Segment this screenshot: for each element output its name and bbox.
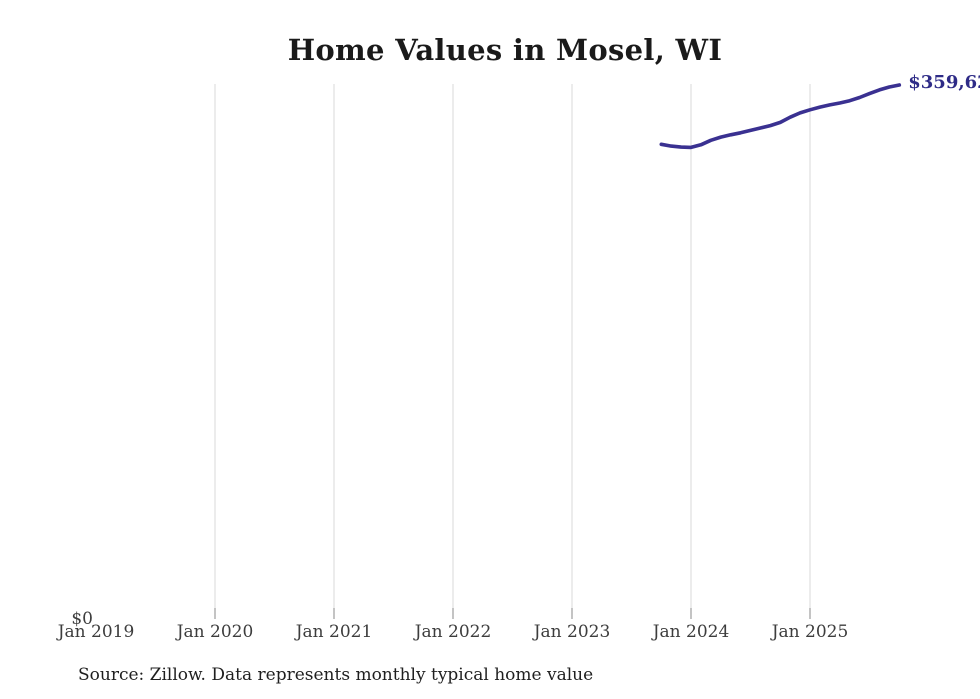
x-axis-label: Jan 2020 bbox=[176, 622, 254, 642]
source-note: Source: Zillow. Data represents monthly … bbox=[78, 665, 594, 685]
x-axis-label: Jan 2024 bbox=[652, 622, 730, 642]
x-axis-label: Jan 2025 bbox=[771, 622, 849, 642]
y-axis-zero-label: $0 bbox=[71, 609, 93, 629]
x-axis-label: Jan 2022 bbox=[414, 622, 492, 642]
home-value-line bbox=[659, 83, 902, 150]
chart-title: Home Values in Mosel, WI bbox=[287, 33, 723, 67]
latest-value-label: $359,623 bbox=[908, 72, 980, 93]
x-axis-label: Jan 2023 bbox=[533, 622, 611, 642]
x-axis-label: Jan 2021 bbox=[295, 622, 373, 642]
x-axis-label: Jan 2019 bbox=[57, 622, 135, 642]
